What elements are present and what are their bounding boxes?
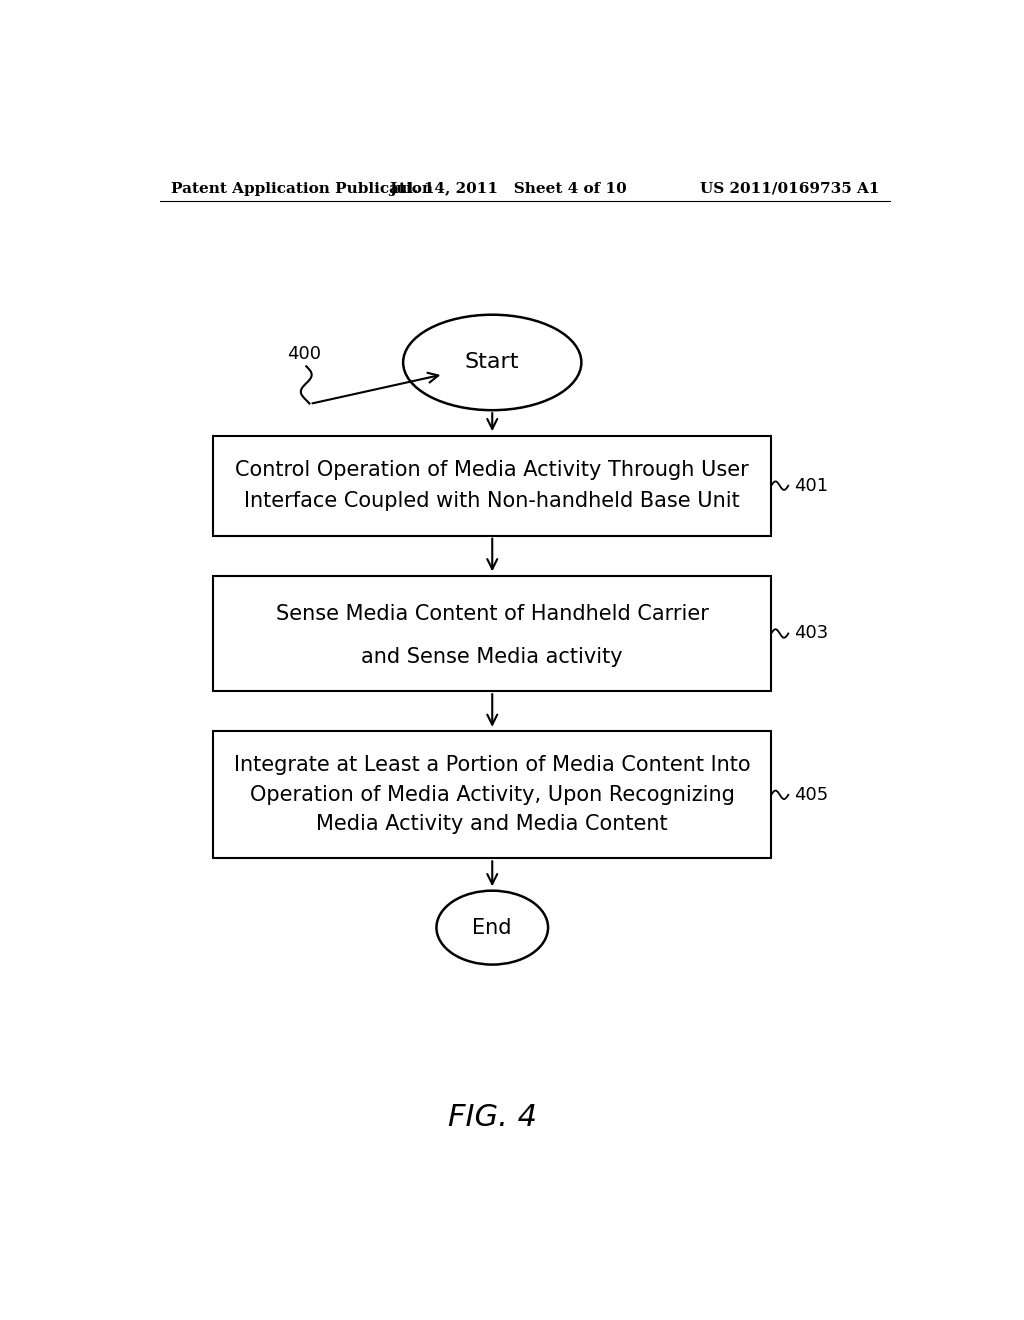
- Text: 405: 405: [794, 785, 828, 804]
- Text: Control Operation of Media Activity Through User
Interface Coupled with Non-hand: Control Operation of Media Activity Thro…: [236, 461, 750, 511]
- Text: and Sense Media activity: and Sense Media activity: [361, 647, 623, 667]
- Text: FIG. 4: FIG. 4: [447, 1104, 537, 1133]
- Text: Sense Media Content of Handheld Carrier: Sense Media Content of Handheld Carrier: [275, 603, 709, 624]
- Text: 400: 400: [287, 345, 321, 363]
- Text: 403: 403: [794, 624, 828, 643]
- Text: Start: Start: [465, 352, 519, 372]
- Text: End: End: [472, 917, 512, 937]
- Text: Jul. 14, 2011   Sheet 4 of 10: Jul. 14, 2011 Sheet 4 of 10: [389, 182, 627, 195]
- Text: Integrate at Least a Portion of Media Content Into
Operation of Media Activity, : Integrate at Least a Portion of Media Co…: [233, 755, 751, 834]
- Text: Patent Application Publication: Patent Application Publication: [171, 182, 432, 195]
- Text: 401: 401: [794, 477, 827, 495]
- Text: US 2011/0169735 A1: US 2011/0169735 A1: [700, 182, 880, 195]
